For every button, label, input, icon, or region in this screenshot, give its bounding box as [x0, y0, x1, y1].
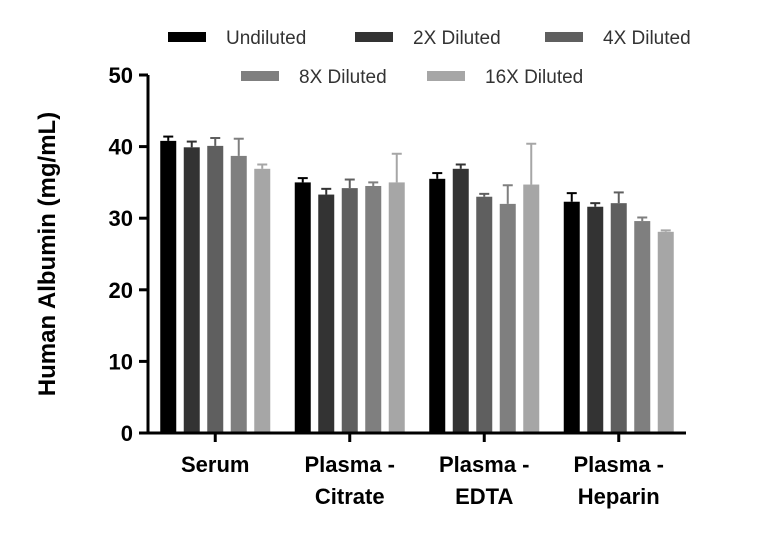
bar [160, 140, 177, 433]
bar [294, 182, 311, 433]
legend-label: 2X Diluted [413, 28, 501, 49]
y-ticks: 0 10 20 30 40 50 [109, 63, 148, 446]
legend-swatch [168, 32, 206, 42]
legend-label: 4X Diluted [603, 28, 691, 49]
bar [254, 168, 271, 433]
x-category-label-line: Plasma - [439, 452, 530, 477]
x-category-label-line: Citrate [315, 484, 385, 509]
bar [365, 185, 382, 433]
y-tick-label: 20 [109, 278, 133, 303]
bars [160, 140, 674, 434]
bar [341, 188, 358, 433]
legend-swatch [545, 32, 583, 42]
x-category-label: Plasma - Heparin [574, 452, 665, 509]
legend: Undiluted 2X Diluted 4X Diluted 8X Diluted 1… [168, 28, 691, 88]
y-tick-label: 30 [109, 206, 133, 231]
bar [523, 184, 540, 433]
bar [476, 196, 493, 433]
legend-swatch [241, 71, 279, 81]
legend-item: 2X Diluted [355, 28, 501, 49]
legend-swatch [355, 32, 393, 42]
x-category-label: Plasma - EDTA [439, 452, 530, 509]
error-bars [163, 135, 671, 232]
legend-item: 8X Diluted [241, 67, 387, 88]
x-category-label-line: Serum [181, 452, 249, 477]
legend-item: 16X Diluted [427, 67, 583, 88]
x-category-label-line: Heparin [578, 484, 660, 509]
x-category-label: Plasma - Citrate [305, 452, 396, 509]
bar [657, 231, 674, 433]
bar [318, 194, 335, 433]
bar [388, 182, 405, 433]
bar [207, 145, 224, 433]
bar [563, 201, 580, 433]
legend-swatch [427, 71, 465, 81]
x-category-label: Serum [181, 452, 249, 477]
x-category-label-line: EDTA [455, 484, 513, 509]
x-category-label-line: Plasma - [574, 452, 665, 477]
bar [610, 203, 627, 433]
legend-item: 4X Diluted [545, 28, 691, 49]
y-axis-title: Human Albumin (mg/mL) [34, 112, 61, 396]
y-tick-label: 40 [109, 135, 133, 160]
legend-label: 16X Diluted [485, 67, 583, 88]
bar [499, 203, 516, 433]
legend-item: Undiluted [168, 28, 306, 49]
x-category-label-line: Plasma - [305, 452, 396, 477]
y-tick-label: 50 [109, 63, 133, 88]
bar [183, 147, 200, 434]
bar [429, 178, 446, 433]
legend-label: Undiluted [226, 28, 306, 49]
bar [634, 221, 651, 433]
axes [146, 75, 686, 435]
y-tick-label: 0 [121, 421, 133, 446]
legend-label: 8X Diluted [299, 67, 387, 88]
bar [587, 206, 604, 433]
y-tick-label: 10 [109, 349, 133, 374]
y-axis-title-group: Human Albumin (mg/mL) [34, 112, 61, 396]
bar [452, 168, 469, 433]
bar [230, 155, 247, 433]
